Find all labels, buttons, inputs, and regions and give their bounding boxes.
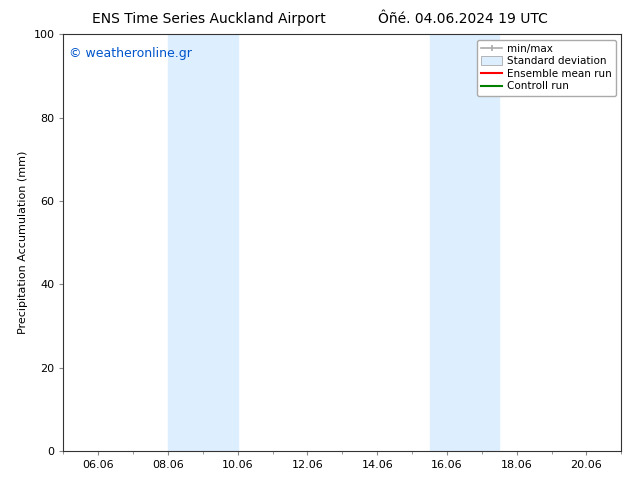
Bar [168,34,238,451]
Text: ENS Time Series Auckland Airport: ENS Time Series Auckland Airport [93,12,326,26]
Text: Ôñé. 04.06.2024 19 UTC: Ôñé. 04.06.2024 19 UTC [378,12,548,26]
Legend: min/max, Standard deviation, Ensemble mean run, Controll run: min/max, Standard deviation, Ensemble me… [477,40,616,96]
Bar [430,34,500,451]
Text: © weatheronline.gr: © weatheronline.gr [69,47,192,60]
Y-axis label: Precipitation Accumulation (mm): Precipitation Accumulation (mm) [18,151,28,334]
